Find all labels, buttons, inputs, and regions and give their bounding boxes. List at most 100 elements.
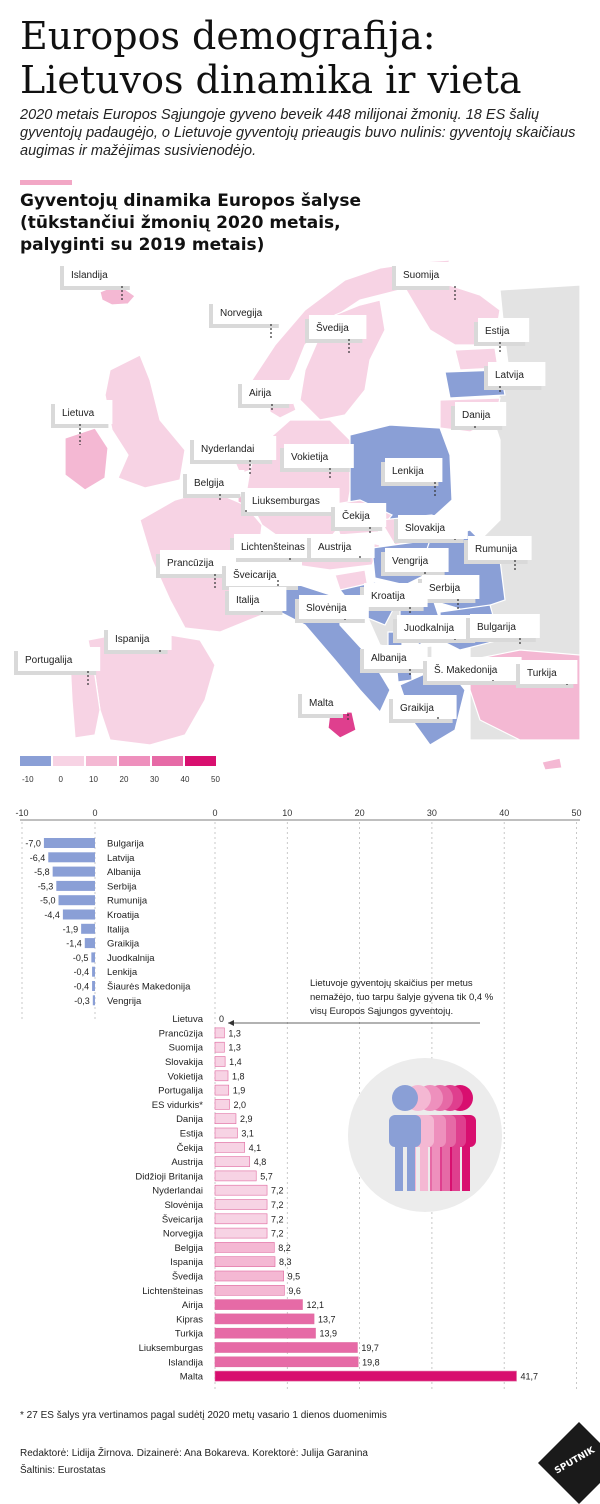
bar-value-label-18: 2,0 — [233, 1100, 246, 1110]
bar-20 — [214, 1127, 238, 1139]
person-body-2 — [424, 1115, 456, 1147]
map-label-text: Belgija — [194, 478, 224, 489]
bar-category-label-5: Kroatija — [107, 910, 140, 921]
legend-tick-2: 10 — [89, 775, 98, 784]
bar-category-label-27: Norvegija — [163, 1229, 204, 1240]
bar-category-label-14: Suomija — [169, 1043, 204, 1054]
bar-value-label-0: -7,0 — [25, 839, 41, 849]
bar-category-label-31: Lichtenšteinas — [142, 1286, 203, 1297]
person-leg-r-0 — [462, 1145, 470, 1191]
bar-row-20: 3,1 Estija — [180, 1127, 254, 1140]
bar-27 — [214, 1227, 268, 1239]
bar-row-30: 9,5 Švedija — [172, 1270, 301, 1283]
bar-value-label-29: 8,3 — [279, 1257, 292, 1267]
bar-value-label-1: -6,4 — [30, 853, 46, 863]
bar-26 — [214, 1213, 268, 1225]
map-label-text: Kroatija — [371, 591, 405, 602]
bar-row-9: -0,4 Lenkija — [74, 966, 138, 978]
bar-category-label-11: Vengrija — [107, 996, 142, 1007]
person-leg-r-4 — [420, 1145, 428, 1191]
x-tick-pos-0: 0 — [212, 808, 217, 818]
person-leg-l-4 — [408, 1145, 416, 1191]
footnote: * 27 ES šalys yra vertinamos pagal sudėt… — [20, 1410, 387, 1421]
europe-map: Islandija Suomija Norvegija Švedija Estija La… — [14, 259, 581, 784]
map-label-text: Lietuva — [62, 408, 95, 419]
person-body-4 — [402, 1115, 434, 1147]
map-label-text: Turkija — [527, 668, 557, 679]
map-label-text: Vengrija — [392, 556, 429, 567]
map-label-23: Kroatija — [360, 583, 428, 615]
page-title: Europos demografija: Lietuvos dinamika i… — [20, 14, 522, 102]
map-label-text: Rumunija — [475, 544, 518, 555]
map-label-15: Slovakija — [394, 515, 468, 543]
bar-row-32: 12,1 Airija — [182, 1299, 324, 1311]
map-label-text: Italija — [236, 595, 260, 606]
bar-row-18: 2,0 ES vidurkis* — [152, 1099, 246, 1111]
person-leg-l-1 — [440, 1145, 448, 1191]
map-label-24: Italija — [225, 587, 287, 615]
bar-value-label-25: 7,2 — [271, 1200, 284, 1210]
legend-tick-3: 20 — [120, 775, 129, 784]
x-tick-neg-1: 0 — [92, 808, 97, 818]
map-label-box — [284, 444, 354, 468]
person-body-1 — [434, 1115, 466, 1147]
map-label-2: Norvegija — [209, 300, 283, 340]
map-label-box — [309, 315, 367, 339]
bar-row-1: -6,4 Latvija — [30, 852, 135, 864]
bar-category-label-22: Austrija — [171, 1157, 203, 1168]
person-leg-r-3 — [432, 1145, 440, 1191]
map-label-text: Albanija — [371, 653, 407, 664]
person-body-0 — [444, 1115, 476, 1147]
legend-swatch-2 — [86, 756, 117, 766]
source: Šaltinis: Eurostatas — [20, 1465, 106, 1476]
map-label-text: Danija — [462, 410, 491, 421]
legend-swatch-5 — [185, 756, 216, 766]
bar-category-label-33: Kipras — [176, 1314, 203, 1325]
bar-category-label-16: Vokietija — [168, 1071, 204, 1082]
map-label-text: Nyderlandai — [201, 444, 254, 455]
map-label-20: Vengrija — [381, 548, 449, 576]
person-leg-r-1 — [452, 1145, 460, 1191]
bar-14 — [214, 1041, 225, 1053]
person-leg-l-5 — [395, 1145, 403, 1191]
legend-swatch-0 — [20, 756, 51, 766]
map-label-box — [393, 695, 457, 719]
bar-category-label-30: Švedija — [172, 1272, 204, 1283]
bar-16 — [214, 1070, 229, 1082]
bar-row-4: -5,0 Rumunija — [40, 895, 148, 907]
map-label-28: Ispanija — [104, 626, 172, 654]
bar-7 — [84, 938, 95, 949]
bar-3 — [56, 880, 95, 891]
map-label-text: Prancūzija — [167, 558, 214, 569]
map-label-box — [427, 657, 522, 681]
map-label-text: Švedija — [316, 321, 349, 334]
bar-4 — [58, 895, 95, 906]
bar-row-34: 13,9 Turkija — [175, 1327, 337, 1340]
person-leg-l-0 — [450, 1145, 458, 1191]
bar-value-label-30: 9,5 — [288, 1272, 301, 1282]
bar-value-label-12: 0 — [219, 1014, 224, 1024]
x-tick-pos-5: 50 — [571, 808, 581, 818]
bar-category-label-36: Islandija — [168, 1357, 204, 1368]
map-label-box — [242, 380, 294, 404]
bar-1 — [48, 852, 95, 863]
map-label-34: Graikija — [389, 695, 457, 723]
map-label-text: Juodkalnija — [404, 623, 454, 634]
bar-row-3: -5,3 Serbija — [38, 880, 137, 892]
bar-row-25: 7,2 Slovėnija — [164, 1199, 284, 1211]
bar-34 — [214, 1327, 316, 1339]
bar-25 — [214, 1199, 268, 1210]
bar-category-label-29: Ispanija — [170, 1257, 203, 1268]
map-label-text: Slovakija — [405, 523, 445, 534]
map-label-box — [226, 562, 302, 586]
map-label-box — [229, 587, 287, 611]
bar-value-label-11: -0,3 — [74, 996, 90, 1006]
x-tick-neg-0: -10 — [15, 808, 28, 818]
bar-32 — [214, 1299, 303, 1310]
map-label-32: Turkija — [516, 660, 578, 688]
map-label-12: Belgija — [183, 470, 245, 502]
person-head-2 — [427, 1085, 453, 1111]
map-label-22: Serbija — [418, 575, 480, 610]
bar-value-label-37: 41,7 — [520, 1372, 538, 1382]
bar-31 — [214, 1285, 285, 1296]
